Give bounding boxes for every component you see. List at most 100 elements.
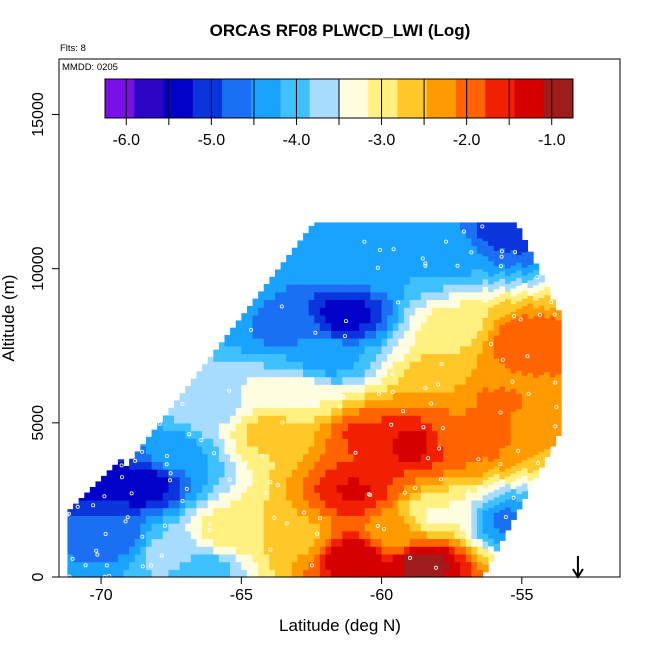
heatmap-cell	[95, 538, 102, 547]
heatmap-cell	[353, 245, 360, 254]
heatmap-cell	[533, 307, 540, 317]
heatmap-cell	[129, 538, 136, 547]
heatmap-cell	[263, 438, 270, 447]
heatmap-cell	[73, 553, 80, 563]
heatmap-cell	[207, 492, 214, 501]
heatmap-cell	[426, 307, 433, 316]
heatmap-cell	[314, 353, 321, 362]
heatmap-cell	[331, 484, 338, 493]
heatmap-cell	[359, 222, 366, 231]
heatmap-cell	[420, 553, 428, 563]
heatmap-cell	[505, 229, 512, 238]
heatmap-cell	[471, 407, 478, 416]
heatmap-cell	[454, 392, 461, 401]
heatmap-cell	[420, 430, 428, 439]
heatmap-cell	[510, 288, 517, 297]
heatmap-cell	[476, 499, 484, 509]
heatmap-cell	[207, 376, 214, 385]
heatmap-cell	[353, 314, 360, 324]
heatmap-cell	[224, 376, 231, 385]
heatmap-cell	[280, 376, 287, 385]
heatmap-cell	[443, 368, 450, 378]
heatmap-cell	[101, 475, 108, 478]
heatmap-cell	[359, 338, 366, 347]
heatmap-cell	[387, 361, 394, 370]
heatmap-cell	[460, 237, 467, 247]
heatmap-cell	[95, 546, 102, 555]
heatmap-cell	[505, 290, 512, 300]
heatmap-cell	[364, 284, 371, 293]
heatmap-cell	[308, 415, 315, 424]
heatmap-cell	[303, 438, 310, 447]
heatmap-cell	[510, 280, 517, 289]
heatmap-cell	[263, 353, 270, 362]
heatmap-cell	[162, 445, 169, 455]
heatmap-cell	[505, 437, 512, 446]
sample-marker	[511, 495, 516, 500]
heatmap-cell	[202, 376, 209, 385]
heatmap-cell	[398, 384, 405, 393]
heatmap-cell	[207, 507, 214, 516]
heatmap-cell	[375, 484, 383, 493]
heatmap-cell	[140, 461, 147, 470]
heatmap-cell	[460, 553, 467, 563]
heatmap-cell	[140, 523, 147, 532]
heatmap-cell	[241, 484, 248, 493]
heatmap-cell	[342, 299, 349, 308]
heatmap-cell	[123, 530, 130, 540]
heatmap-cell	[246, 553, 254, 563]
heatmap-cell	[533, 454, 540, 463]
heatmap-cell	[460, 245, 467, 254]
heatmap-cell	[420, 515, 428, 524]
heatmap-cell	[437, 530, 444, 540]
heatmap-cell	[134, 546, 141, 555]
heatmap-cell	[364, 553, 371, 563]
heatmap-cell	[409, 523, 416, 532]
heatmap-cell	[303, 523, 310, 532]
heatmap-cell	[252, 415, 259, 424]
heatmap-cell	[269, 415, 276, 424]
heatmap-cell	[443, 253, 450, 262]
heatmap-cell	[286, 291, 293, 301]
heatmap-cell	[465, 530, 472, 540]
heatmap-cell	[505, 313, 512, 323]
heatmap-cell	[314, 245, 321, 254]
heatmap-cell	[134, 484, 141, 493]
heatmap-cell	[409, 307, 416, 316]
heatmap-cell	[157, 438, 164, 447]
heatmap-cell	[549, 392, 557, 401]
heatmap-cell	[73, 523, 80, 532]
heatmap-cell	[308, 245, 315, 254]
heatmap-cell	[269, 445, 276, 455]
heatmap-cell	[269, 499, 276, 509]
sample-marker	[309, 563, 314, 568]
heatmap-cell	[482, 232, 489, 241]
heatmap-cell	[280, 546, 287, 555]
heatmap-cell	[538, 359, 545, 368]
heatmap-cell	[246, 392, 254, 401]
heatmap-cell	[246, 546, 254, 555]
colorbar-swatch	[543, 79, 574, 118]
heatmap-cell	[398, 546, 405, 555]
heatmap-cell	[415, 422, 422, 432]
heatmap-cell	[196, 384, 203, 393]
heatmap-cell	[303, 461, 310, 470]
heatmap-cell	[190, 461, 198, 470]
heatmap-cell	[415, 399, 422, 409]
heatmap-cell	[274, 523, 282, 532]
heatmap-cell	[510, 226, 517, 235]
heatmap-cell	[151, 538, 158, 547]
heatmap-cell	[342, 384, 349, 393]
heatmap-cell	[145, 461, 153, 470]
heatmap-cell	[252, 538, 259, 547]
heatmap-cell	[269, 438, 276, 447]
heatmap-cell	[555, 396, 562, 406]
heatmap-cell	[420, 453, 428, 462]
heatmap-cell	[286, 368, 293, 378]
heatmap-cell	[157, 430, 164, 439]
heatmap-cell	[286, 430, 293, 439]
sample-marker	[208, 522, 213, 527]
heatmap-cell	[168, 492, 175, 501]
heatmap-cell	[140, 561, 147, 570]
heatmap-cell	[505, 445, 512, 454]
